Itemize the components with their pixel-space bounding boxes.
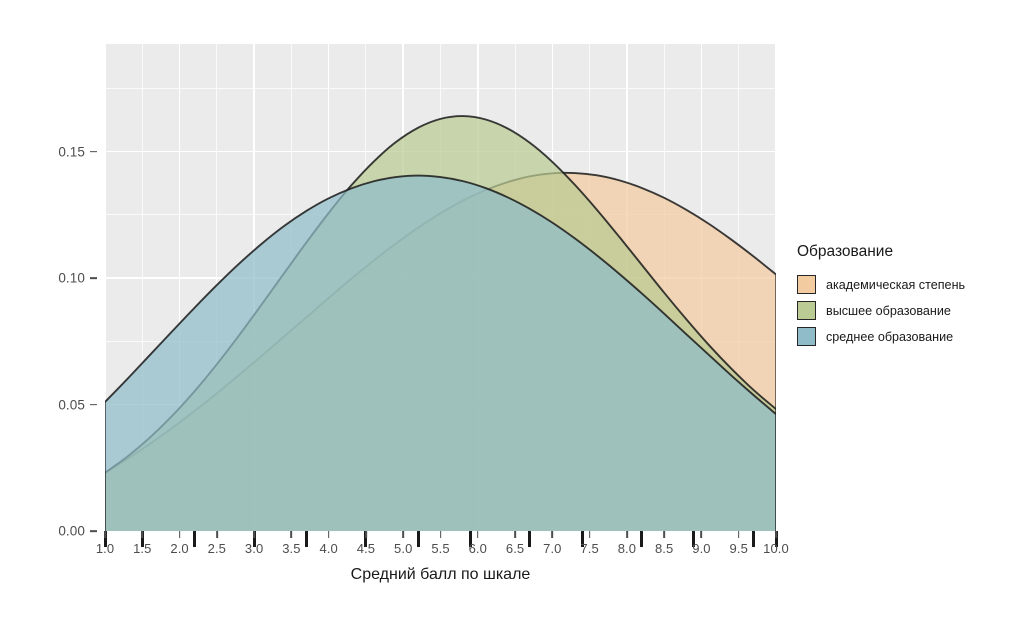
rug-mark	[304, 531, 308, 547]
density-outline	[105, 174, 776, 415]
x-axis-tick-label: 3.0	[244, 541, 264, 556]
gridline-vertical	[104, 44, 106, 531]
x-axis-tick-mark	[476, 531, 479, 538]
x-axis-tick-mark	[514, 531, 516, 538]
plot-panel	[103, 44, 778, 547]
x-axis-tick-label: 10.0	[763, 541, 789, 556]
legend-key-swatch	[797, 275, 816, 294]
x-axis-title: Средний балл по шкале	[350, 566, 531, 583]
x-axis-tick-mark	[290, 531, 293, 538]
x-axis-tick-mark	[215, 531, 218, 538]
x-axis-tick-label: 4.5	[356, 541, 376, 556]
rug-mark	[140, 531, 144, 547]
y-axis-tick-label: 0.10	[58, 270, 85, 286]
x-axis-tick-label: 9.0	[692, 541, 711, 556]
rug-mark	[364, 531, 368, 547]
rug-mark	[416, 531, 420, 547]
x-axis-tick-mark	[253, 531, 255, 538]
x-axis-tick-label: 6.0	[468, 541, 487, 556]
x-axis-tick-label: 2.5	[207, 541, 227, 556]
x-axis-tick-mark	[365, 531, 367, 538]
legend-items: академическая степень высшее образование с…	[797, 272, 1012, 349]
rug-mark	[640, 531, 644, 547]
legend-title: Образование	[797, 243, 894, 260]
rug-mark	[252, 531, 256, 547]
rug-mark	[192, 531, 196, 547]
x-axis-tick-label: 8.5	[654, 541, 674, 556]
x-axis-tick-label: 3.5	[282, 541, 301, 556]
y-axis: 0.00 0.05 0.10 0.15	[0, 44, 105, 539]
gridline-horizontal-minor	[105, 87, 776, 89]
y-axis-tick-label: 0.00	[58, 523, 85, 539]
x-axis-tick-mark	[663, 531, 665, 538]
x-axis-tick-label: 6.5	[505, 541, 525, 556]
x-axis-tick-label: 7.5	[580, 541, 599, 556]
x-axis-tick-label: 9.5	[729, 541, 748, 556]
y-axis-tick-mark	[90, 150, 97, 153]
y-axis-tick-mark	[90, 277, 97, 279]
legend: Образование академическая степень высшее …	[797, 243, 1012, 350]
x-axis-tick-mark	[141, 531, 144, 538]
x-axis-tick-label: 5.5	[431, 541, 450, 556]
density-curves	[105, 115, 776, 531]
legend-item[interactable]: академическая степень	[797, 272, 1012, 297]
legend-key-swatch	[797, 327, 816, 346]
density-area	[105, 175, 776, 531]
legend-item-label: среднее образование	[826, 329, 954, 344]
x-axis-tick-mark	[402, 531, 405, 538]
gridline-vertical	[178, 44, 181, 531]
y-axis-tick-label: 0.15	[58, 144, 85, 160]
rug-mark	[580, 531, 584, 547]
legend-item-label: академическая степень	[826, 277, 966, 292]
rug-mark	[528, 531, 532, 547]
x-axis-tick-mark	[588, 531, 591, 538]
legend-item[interactable]: среднее образование	[797, 324, 1012, 349]
x-axis-tick-mark	[775, 531, 777, 538]
x-axis-tick-mark	[626, 531, 628, 538]
x-axis-tick-label: 4.0	[319, 541, 338, 556]
x-axis-tick-label: 7.0	[543, 541, 562, 556]
gridline-vertical	[141, 44, 143, 531]
x-axis: 1.0 1.5 2.0 2.5 3.0 3.5 4.0 4.5 5.0 5.5 6.0 6.5 7.0 7…	[96, 531, 789, 567]
x-axis-tick-label: 5.0	[394, 541, 413, 556]
legend-item-label: высшее образование	[826, 303, 951, 318]
x-axis-tick-mark	[551, 531, 554, 538]
x-axis-tick-label: 1.0	[95, 541, 115, 556]
x-axis-tick-label: 8.0	[617, 541, 637, 556]
x-axis-tick-mark	[700, 531, 703, 538]
x-axis-tick-mark	[439, 531, 442, 538]
rug-mark	[752, 531, 756, 547]
rug-mark	[103, 531, 107, 547]
legend-item[interactable]: высшее образование	[797, 298, 1012, 323]
x-axis-tick-mark	[737, 531, 740, 538]
rug-mark	[468, 531, 472, 547]
x-axis-tick-label: 1.5	[133, 541, 152, 556]
x-axis-tick-mark	[327, 531, 330, 538]
x-axis-tick-mark	[104, 531, 106, 538]
y-axis-tick-mark	[90, 530, 97, 532]
x-axis-tick-label: 2.0	[170, 541, 189, 556]
y-axis-tick-label: 0.05	[58, 397, 85, 412]
rug-mark	[692, 531, 696, 547]
legend-key-swatch	[797, 301, 816, 320]
x-axis-tick-mark	[178, 531, 181, 538]
y-axis-tick-mark	[90, 403, 97, 406]
rug-mark	[774, 531, 778, 547]
